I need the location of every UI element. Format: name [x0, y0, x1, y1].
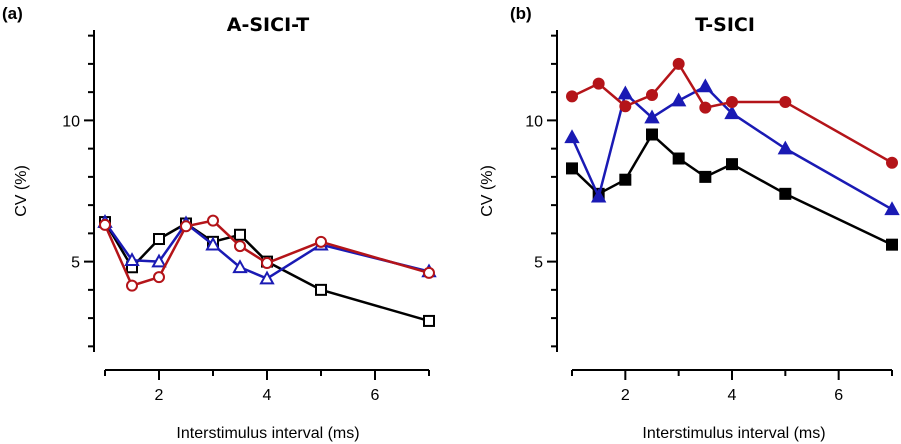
chart-title-b: T-SICI: [695, 14, 755, 36]
data-point-b-blue-8: [884, 201, 900, 216]
panel-a: (a) A-SICI-T 5 10 CV (%) 2 4 6 Interstimulus int…: [2, 4, 437, 442]
panel-label-b: (b): [510, 4, 532, 23]
data-point-b-blue-6: [724, 105, 740, 120]
x-tick-label-b-6: 6: [834, 387, 843, 404]
data-point-a-black-2: [153, 233, 165, 246]
x-axis-title-b: Interstimulus interval (ms): [642, 425, 825, 442]
y-tick-label-a-5: 5: [71, 255, 80, 272]
data-point-b-black-7: [779, 187, 792, 200]
series-b-blue: [564, 78, 900, 216]
data-point-a-blue-2: [151, 253, 167, 268]
data-point-a-red-1: [126, 279, 138, 292]
y-tick-label-a-10: 10: [62, 113, 80, 130]
data-point-b-blue-2: [617, 85, 634, 100]
data-point-a-red-8: [423, 266, 435, 279]
data-point-b-red-3: [646, 88, 658, 101]
data-point-a-red-4: [207, 214, 219, 227]
data-point-a-blue-4: [205, 236, 221, 251]
data-point-a-black-8: [423, 314, 435, 327]
y-tick-label-b-5: 5: [534, 255, 543, 272]
data-point-b-black-8: [886, 238, 898, 251]
data-point-a-red-0: [99, 218, 111, 231]
data-point-b-red-0: [566, 90, 578, 103]
data-point-b-black-2: [619, 173, 632, 186]
data-point-b-blue-4: [670, 92, 687, 107]
data-point-a-red-5: [234, 240, 246, 253]
data-point-a-black-7: [315, 283, 327, 296]
x-axis-title-a: Interstimulus interval (ms): [176, 425, 359, 442]
data-point-b-blue-3: [644, 109, 660, 124]
data-point-b-red-7: [779, 96, 792, 109]
x-tick-label-a-6: 6: [371, 387, 380, 404]
data-point-b-blue-5: [697, 78, 714, 93]
data-point-b-red-1: [592, 77, 605, 90]
y-axis-title-a: CV (%): [13, 165, 30, 217]
data-point-b-blue-0: [564, 129, 580, 144]
series-line-a-blue: [103, 221, 430, 280]
series-line-b-black: [571, 133, 893, 246]
data-point-b-black-5: [699, 170, 712, 183]
data-point-a-red-2: [153, 271, 165, 284]
x-tick-label-b-4: 4: [728, 387, 737, 404]
data-point-b-red-4: [672, 57, 685, 70]
data-point-b-black-4: [672, 152, 685, 165]
data-point-b-black-6: [726, 158, 738, 171]
y-axis-title-b: CV (%): [479, 165, 496, 217]
series-a-red: [99, 214, 435, 292]
series-b-black: [566, 128, 898, 251]
x-tick-label-b-2: 2: [621, 387, 630, 404]
data-point-a-black-5: [234, 228, 246, 241]
chart-title-a: A-SICI-T: [227, 14, 309, 36]
data-point-b-red-6: [726, 96, 738, 109]
data-point-b-black-0: [566, 162, 578, 175]
panel-label-a: (a): [2, 4, 23, 23]
y-tick-label-b-10: 10: [525, 113, 543, 130]
data-point-a-blue-1: [124, 252, 140, 267]
data-point-a-red-7: [315, 235, 327, 248]
data-point-b-red-5: [699, 101, 712, 114]
x-tick-label-a-2: 2: [155, 387, 164, 404]
data-point-a-red-3: [180, 220, 192, 233]
data-point-b-blue-1: [590, 188, 607, 203]
data-point-b-blue-7: [777, 140, 794, 155]
data-point-b-red-8: [886, 156, 898, 169]
data-point-a-blue-6: [259, 270, 275, 285]
data-point-b-red-2: [619, 100, 632, 113]
data-point-a-blue-5: [232, 259, 248, 274]
series-b-red: [566, 57, 898, 169]
x-tick-label-a-4: 4: [263, 387, 272, 404]
data-point-b-black-3: [646, 128, 658, 141]
data-point-a-red-6: [261, 257, 273, 270]
panel-b: (b) T-SICI 5 10 CV (%) 2 4 6 Interstimulus inter…: [479, 4, 900, 442]
